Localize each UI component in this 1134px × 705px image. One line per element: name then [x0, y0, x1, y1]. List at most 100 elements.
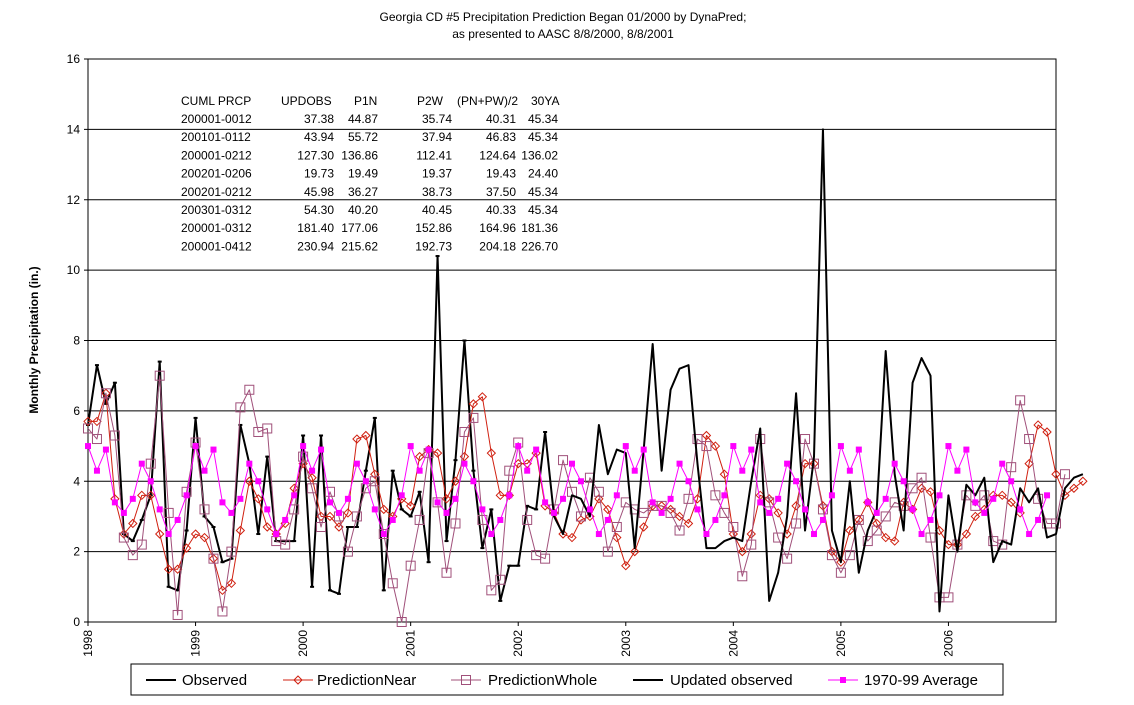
data-point	[674, 525, 685, 536]
data-point	[450, 476, 461, 486]
table-cell: 200101-0112	[181, 130, 251, 144]
data-point	[434, 499, 441, 506]
data-point	[1033, 420, 1043, 430]
data-point	[343, 508, 353, 518]
data-point	[522, 514, 533, 525]
data-point	[826, 550, 837, 561]
data-point	[289, 504, 300, 515]
data-point	[533, 446, 540, 453]
table-cell: 200201-0212	[181, 185, 252, 199]
data-point	[710, 441, 721, 451]
data-point	[855, 446, 862, 453]
data-point	[694, 506, 701, 513]
table-cell: 152.86	[415, 221, 452, 235]
data-point	[712, 516, 719, 523]
data-point	[900, 478, 907, 485]
data-point	[309, 467, 316, 474]
data-point	[282, 516, 289, 523]
data-point	[342, 546, 353, 557]
data-point	[593, 486, 604, 497]
data-point	[551, 509, 558, 516]
data-point	[1024, 458, 1034, 469]
data-point	[146, 490, 156, 501]
table-cell: 19.49	[348, 167, 378, 181]
data-point	[405, 560, 416, 571]
series-line	[87, 255, 547, 602]
y-tick-label: 8	[73, 334, 80, 348]
data-point	[192, 443, 199, 450]
data-point	[603, 504, 613, 515]
data-point	[237, 495, 244, 502]
data-point	[316, 521, 327, 532]
data-point	[190, 529, 201, 539]
data-point	[844, 550, 855, 561]
data-point	[226, 578, 237, 589]
data-point	[963, 446, 970, 453]
data-point	[961, 529, 972, 539]
table-cell: 35.74	[422, 112, 452, 126]
data-point	[891, 460, 898, 467]
table-cell: 40.20	[348, 203, 378, 217]
data-point	[809, 458, 819, 469]
series-line	[87, 445, 1048, 535]
data-point	[1017, 506, 1024, 513]
data-point	[138, 460, 145, 467]
series-1970-99-average	[85, 443, 1051, 538]
data-point	[576, 515, 586, 525]
data-point	[361, 430, 371, 441]
data-point	[916, 483, 927, 493]
data-point	[156, 506, 163, 513]
data-point	[611, 521, 622, 532]
data-point	[369, 476, 380, 487]
data-point	[889, 536, 900, 546]
data-point	[558, 455, 569, 466]
data-point	[181, 543, 192, 553]
table-cell: 181.40	[297, 221, 334, 235]
x-tick-label: 1999	[189, 630, 203, 657]
data-point	[862, 536, 873, 547]
table-cell: 164.96	[479, 221, 516, 235]
data-point	[515, 443, 522, 450]
data-point	[907, 483, 918, 494]
table-cell: 192.73	[415, 239, 452, 253]
data-point	[719, 507, 730, 518]
data-point	[604, 516, 611, 523]
data-point	[235, 525, 246, 536]
data-point	[800, 434, 811, 445]
data-point	[773, 508, 783, 518]
y-axis-title: Monthly Precipitation (in.)	[27, 266, 41, 413]
table-cell: 40.33	[486, 203, 516, 217]
data-point	[595, 531, 602, 538]
data-point	[407, 443, 414, 450]
legend-label: Updated observed	[670, 672, 793, 689]
data-point	[208, 553, 219, 564]
data-point	[954, 467, 961, 474]
data-point	[85, 443, 91, 450]
data-point	[459, 426, 470, 437]
data-point	[1033, 493, 1044, 504]
data-point	[351, 511, 362, 522]
y-tick-label: 14	[67, 122, 81, 136]
data-point	[972, 499, 979, 506]
data-point	[128, 518, 138, 529]
data-point	[298, 451, 309, 462]
data-point	[253, 494, 264, 504]
data-point	[683, 493, 694, 504]
data-point	[766, 509, 773, 516]
data-point	[1006, 497, 1016, 508]
table-cell: 45.34	[528, 130, 558, 144]
data-point	[925, 487, 936, 497]
table-cell: 43.94	[304, 130, 334, 144]
table-cell: 37.50	[486, 185, 516, 199]
data-point	[497, 516, 504, 523]
table-cell: 136.86	[341, 148, 378, 162]
legend-marker	[293, 675, 303, 685]
x-tick-label: 2001	[404, 630, 418, 657]
data-point	[872, 518, 882, 529]
table-cell: 55.72	[348, 130, 378, 144]
data-point	[83, 423, 93, 434]
data-point	[441, 494, 452, 504]
table-cell: 200001-0412	[181, 239, 252, 253]
data-point	[936, 492, 943, 499]
